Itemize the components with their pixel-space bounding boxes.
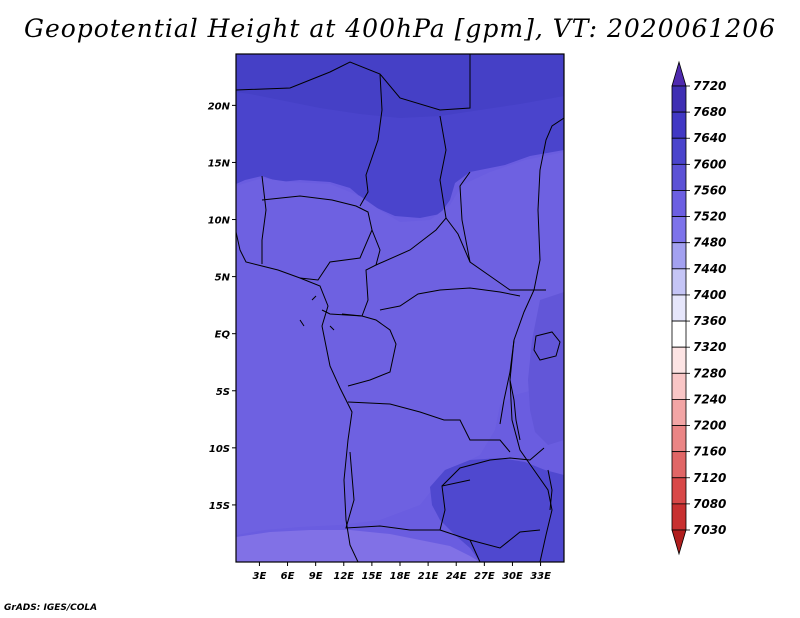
colorbar-label: 7320 — [693, 340, 726, 354]
border-drc-east — [499, 339, 515, 425]
colorbar-segment — [671, 372, 687, 400]
border-sudan-south — [459, 171, 471, 263]
colorbar-label: 7400 — [693, 288, 726, 302]
colorbar-segment — [671, 346, 687, 374]
colorbar-segment — [671, 163, 687, 191]
y-tick-label: 10S — [209, 444, 230, 455]
colorbar-segment — [671, 399, 687, 426]
colorbar-segment — [671, 216, 687, 244]
border-sudan-east — [439, 115, 447, 219]
colorbar-segment — [671, 190, 687, 217]
x-tick-label: 30E — [502, 571, 523, 582]
colorbar-label: 7200 — [693, 419, 726, 433]
y-tick-label: 15S — [209, 501, 230, 512]
colorbar-label: 7160 — [693, 445, 726, 459]
colorbar-segment — [671, 425, 687, 453]
colorbar-bottom-triangle — [671, 529, 687, 556]
coastline-west — [236, 231, 359, 562]
border-drc-angola — [347, 401, 511, 453]
x-axis: 3E 6E 9E 12E 15E 18E 21E 24E 27E 30E 33E — [253, 562, 551, 582]
border-cameroon — [321, 229, 381, 317]
border-nigeria — [261, 175, 373, 281]
y-axis: 20N 15N 10N 5N EQ 5S 10S 15S — [208, 101, 236, 512]
map-title: Geopotential Height at 400hPa [gpm], VT:… — [23, 14, 777, 43]
colorbar-segment — [671, 477, 687, 505]
x-tick-label: 21E — [418, 571, 439, 582]
boundaries — [236, 54, 564, 562]
lake-tanganyika — [509, 379, 521, 441]
geopotential-field — [236, 54, 564, 562]
colorbar-label: 7440 — [693, 262, 726, 276]
x-tick-label: 24E — [446, 571, 467, 582]
colorbar-segment — [671, 242, 687, 270]
y-tick-label: 20N — [208, 101, 231, 112]
lake-victoria — [533, 331, 561, 361]
y-tick-label: 10N — [208, 216, 231, 227]
x-tick-label: 12E — [333, 571, 354, 582]
border-car-drc — [379, 287, 521, 311]
y-tick-label: 5N — [215, 273, 231, 284]
colorbar: 7720 7680 7640 7600 7560 7520 7480 7440 7400 7360… — [671, 60, 726, 556]
x-tick-label: 6E — [281, 571, 295, 582]
colorbar-segment — [671, 111, 687, 139]
colorbar-segment — [671, 294, 687, 322]
y-tick-label: 5S — [216, 387, 230, 398]
field-band-7640-north — [236, 54, 564, 118]
colorbar-label: 7520 — [693, 210, 726, 224]
border-angola-south — [345, 451, 471, 531]
x-tick-label: 33E — [530, 571, 551, 582]
colorbar-label: 7240 — [693, 392, 726, 406]
credit-text: GrADS: IGES/COLA — [4, 603, 98, 613]
field-band-7600-south — [430, 458, 564, 562]
border-niger-chad — [359, 73, 383, 207]
colorbar-label: 7480 — [693, 236, 726, 250]
field-band-7520-center — [236, 152, 564, 535]
colorbar-label: 7280 — [693, 366, 726, 380]
colorbar-label: 7360 — [693, 314, 726, 328]
colorbar-label: 7720 — [693, 79, 726, 93]
colorbar-segment — [671, 85, 687, 113]
colorbar-segment — [671, 268, 687, 296]
y-tick-label: 15N — [208, 158, 231, 169]
colorbar-label: 7030 — [693, 523, 726, 537]
colorbar-label: 7680 — [693, 105, 726, 119]
lake-malawi — [547, 469, 553, 511]
colorbar-segment — [671, 451, 687, 479]
colorbar-top-triangle — [671, 60, 687, 87]
x-tick-label: 18E — [390, 571, 411, 582]
colorbar-label: 7560 — [693, 183, 726, 197]
x-tick-label: 27E — [474, 571, 495, 582]
colorbar-label: 7120 — [693, 471, 726, 485]
colorbar-label: 7600 — [693, 157, 726, 171]
colorbar-label: 7080 — [693, 497, 726, 511]
border-libya-chad — [236, 54, 471, 111]
colorbar-segment — [671, 503, 687, 531]
x-tick-label: 15E — [362, 571, 383, 582]
field-band-7560-east — [528, 292, 564, 445]
colorbar-segment — [671, 320, 687, 348]
x-tick-label: 9E — [309, 571, 323, 582]
border-car-sudan — [375, 217, 546, 291]
border-south — [439, 529, 541, 562]
gulf-islands — [299, 295, 335, 331]
field-band-7480-south — [236, 530, 480, 562]
y-tick-label: EQ — [215, 330, 231, 341]
colorbar-segment — [671, 137, 687, 165]
border-congo — [341, 313, 397, 387]
colorbar-label: 7640 — [693, 131, 726, 145]
x-tick-label: 3E — [253, 571, 267, 582]
border-zambia — [441, 447, 545, 487]
